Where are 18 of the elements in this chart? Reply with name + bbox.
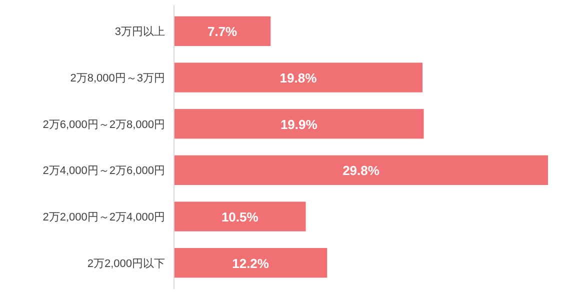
y-tick-label: 3万円以上 <box>114 25 165 38</box>
data-label: 7.7% <box>208 24 238 40</box>
data-label: 19.8% <box>280 70 318 86</box>
y-tick-label: 2万2,000円以下 <box>87 256 165 270</box>
bar <box>174 155 548 185</box>
data-label: 10.5% <box>221 210 259 224</box>
y-tick-label: 2万8,000円～3万円 <box>70 72 165 84</box>
bar <box>174 16 271 46</box>
data-label: 29.8% <box>342 163 380 178</box>
bar <box>174 109 424 139</box>
bar <box>174 248 328 278</box>
data-label: 12.2% <box>232 256 270 271</box>
bar <box>174 202 306 232</box>
bar <box>174 62 422 92</box>
y-tick-label: 2万6,000円～2万8,000円 <box>42 118 165 131</box>
y-tick-label: 2万4,000円～2万6,000円 <box>42 165 165 178</box>
y-tick-label: 2万2,000円～2万4,000円 <box>42 212 165 224</box>
data-label: 19.9% <box>280 116 318 132</box>
